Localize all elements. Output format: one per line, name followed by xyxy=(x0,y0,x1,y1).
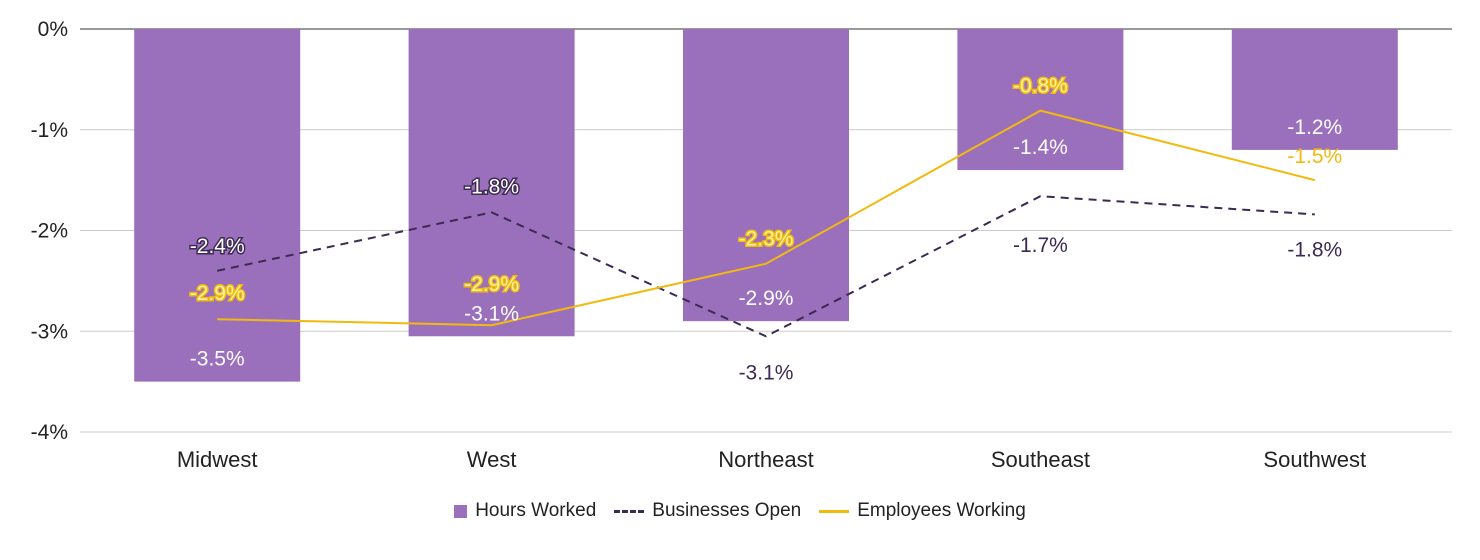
data-label: -3.5% xyxy=(190,348,245,371)
legend: Hours Worked Businesses Open Employees W… xyxy=(0,500,1480,522)
data-label: -2.3% xyxy=(739,228,794,251)
y-tick-label: -2% xyxy=(31,220,68,243)
data-label: -1.5% xyxy=(1287,145,1342,168)
data-label: -3.1% xyxy=(739,361,794,384)
data-label: -3.1% xyxy=(464,302,519,325)
bar xyxy=(134,29,301,382)
series-line xyxy=(216,195,1315,338)
legend-swatch-businesses-open xyxy=(614,509,645,513)
series-line xyxy=(217,109,1316,327)
legend-label-employees-working: Employees Working xyxy=(857,500,1026,521)
legend-label-hours-worked: Hours Worked xyxy=(475,500,597,521)
x-tick-label: Midwest xyxy=(177,447,258,472)
y-tick-label: -4% xyxy=(31,421,68,444)
legend-item-employees-working: Employees Working xyxy=(819,500,1026,522)
data-label: -2.9% xyxy=(190,282,245,305)
bar xyxy=(1231,29,1398,150)
data-label: -1.4% xyxy=(1013,136,1068,159)
data-label: -1.8% xyxy=(1287,238,1342,261)
data-label: -2.9% xyxy=(739,287,794,310)
legend-item-hours-worked: Hours Worked xyxy=(454,500,596,522)
legend-swatch-hours-worked xyxy=(454,504,468,518)
chart-plot: -3.5% -3.1% -2.9% -1.4% -1.2% -2.4% -1.8% -3.1%… xyxy=(31,18,1452,472)
legend-label-businesses-open: Businesses Open xyxy=(652,500,802,521)
data-label: -2.9% xyxy=(464,273,519,296)
x-tick-label: West xyxy=(467,447,517,472)
x-tick-label: Northeast xyxy=(718,447,813,472)
x-tick-label: Southwest xyxy=(1263,447,1366,472)
data-label: -1.8% xyxy=(464,175,519,198)
bar xyxy=(408,29,575,337)
bar xyxy=(957,29,1124,171)
bar xyxy=(683,29,849,322)
legend-item-businesses-open: Businesses Open xyxy=(614,500,801,522)
x-tick-label: Southeast xyxy=(991,447,1090,472)
y-tick-label: 0% xyxy=(38,18,68,41)
legend-swatch-employees-working xyxy=(819,509,850,513)
data-label: -1.7% xyxy=(1013,234,1068,257)
y-tick-label: -3% xyxy=(31,320,68,343)
data-label: -2.4% xyxy=(190,235,245,258)
data-label: -0.8% xyxy=(1013,75,1068,98)
data-label: -1.2% xyxy=(1287,116,1342,139)
y-tick-label: -1% xyxy=(31,119,68,142)
